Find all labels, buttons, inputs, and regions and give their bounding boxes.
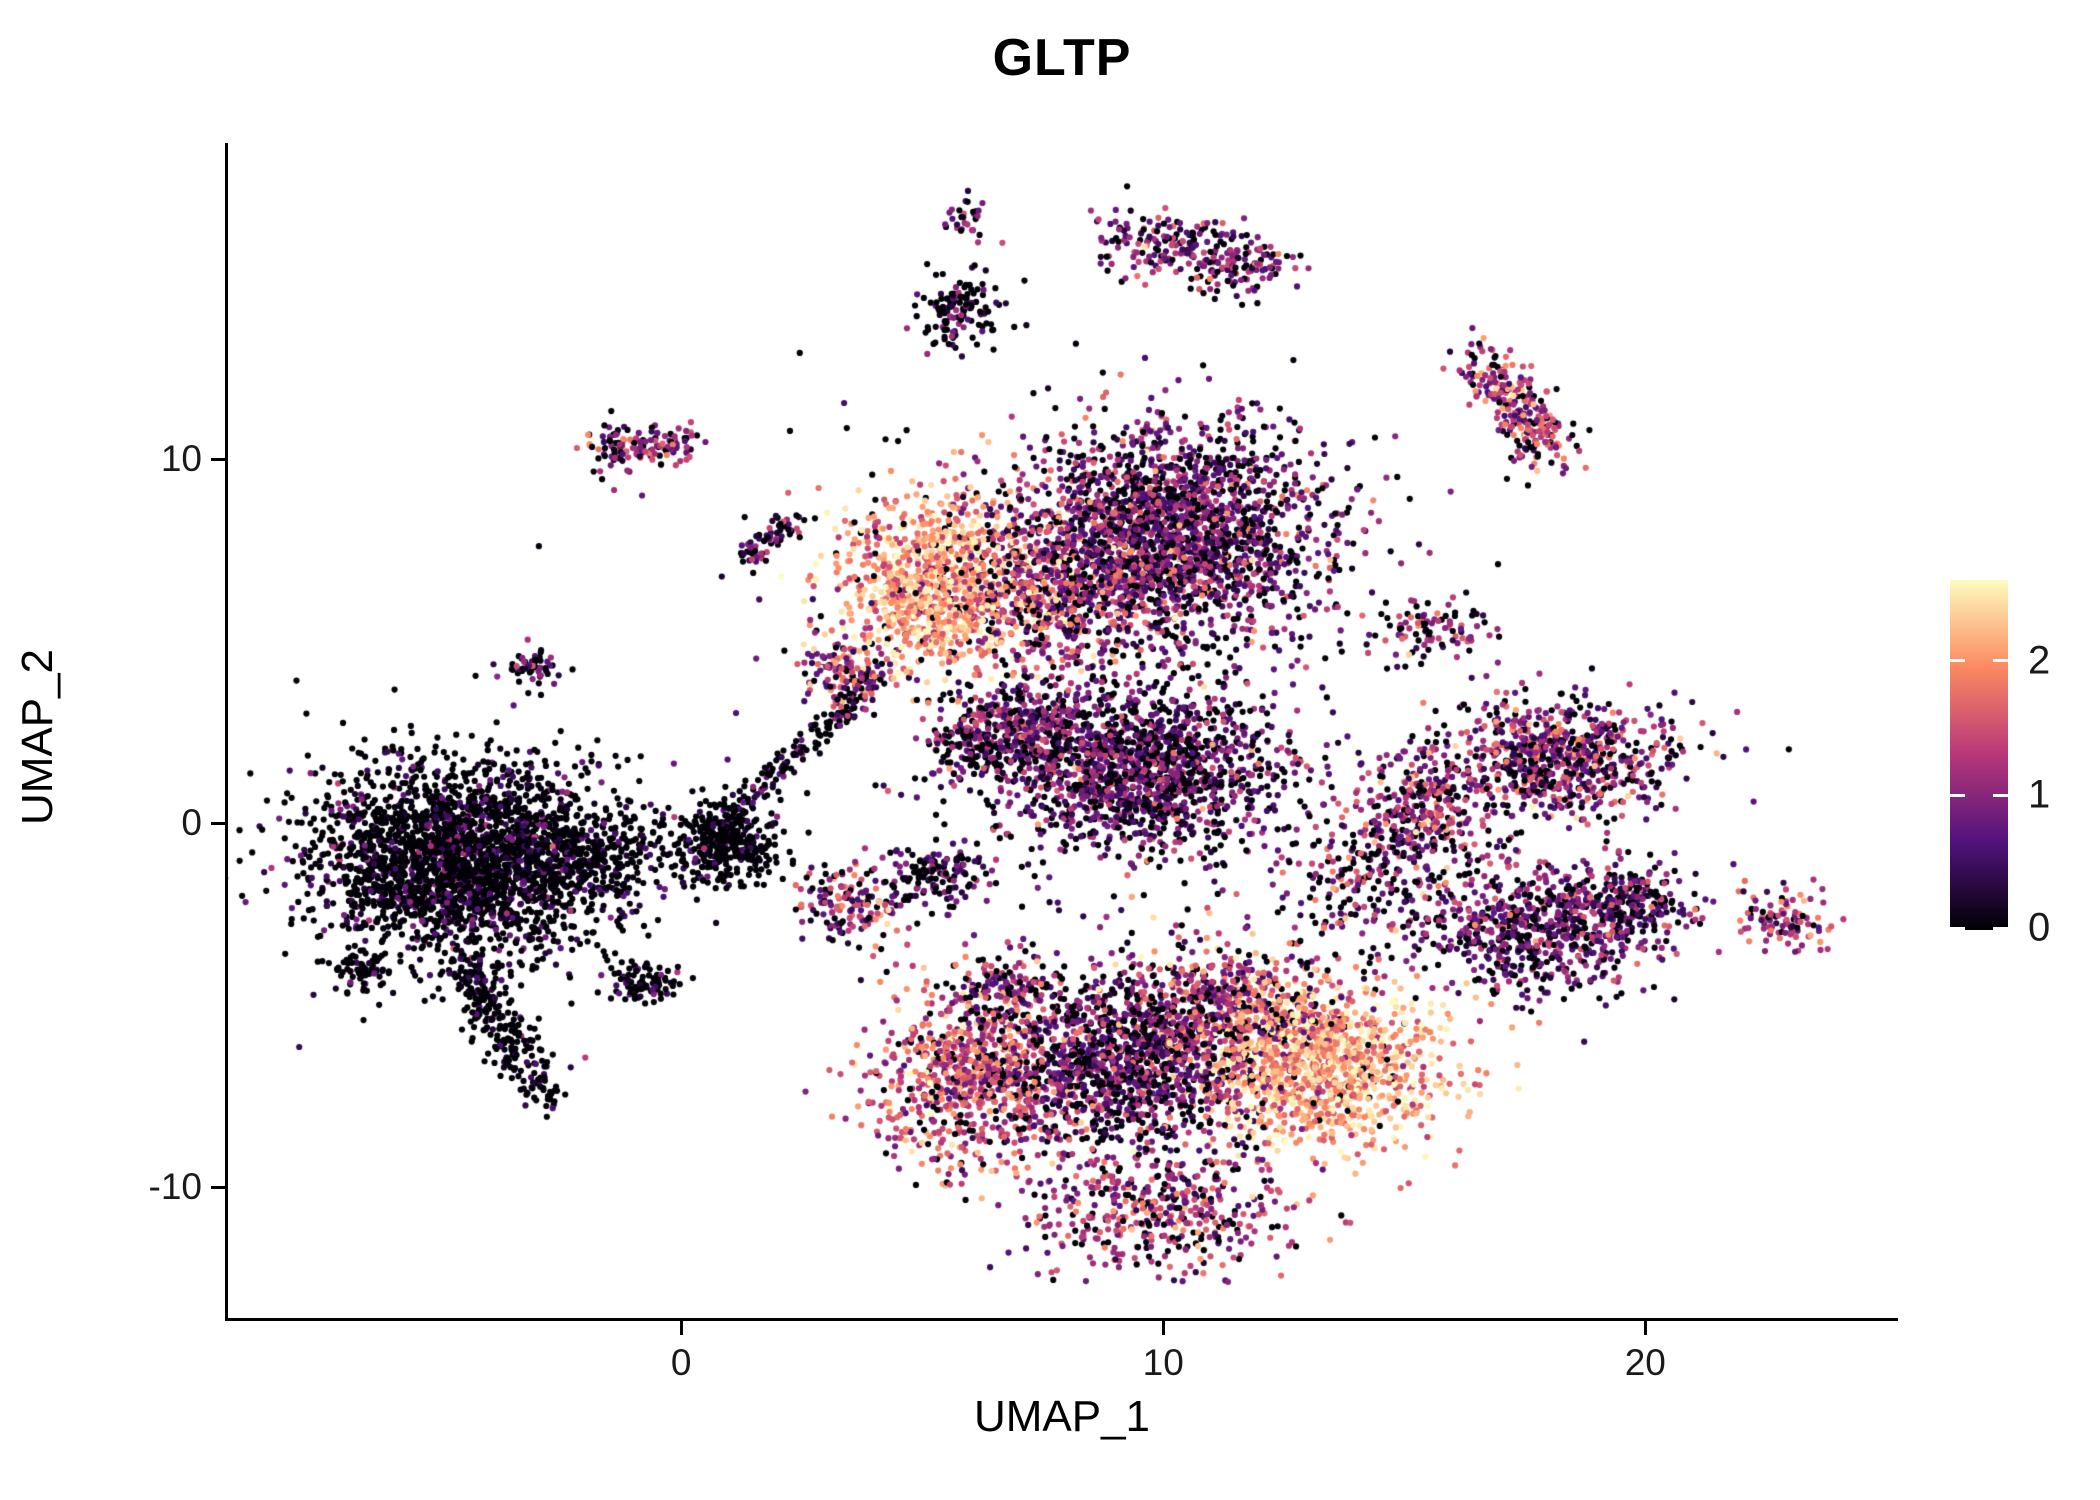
- y-tick-label: 0: [181, 802, 202, 844]
- x-axis-label: UMAP_1: [973, 1392, 1151, 1441]
- colorbar-tick-notch-right: [1993, 793, 2008, 797]
- colorbar-tick-notch-left: [1950, 926, 1965, 930]
- y-tick-mark: [211, 457, 225, 461]
- x-tick-label: 10: [1142, 1342, 1184, 1383]
- colorbar-tick-notch-left: [1950, 793, 1965, 797]
- x-tick-label: 20: [1624, 1342, 1666, 1383]
- x-tick-label: 0: [670, 1342, 692, 1383]
- colorbar-tick-label: 1: [2028, 772, 2051, 817]
- y-tick-label: 10: [160, 438, 202, 480]
- y-tick-label: -10: [148, 1166, 202, 1208]
- y-axis-line: [225, 143, 228, 1321]
- colorbar-tick-notch-right: [1993, 659, 2008, 663]
- x-axis-line: [225, 1318, 1898, 1321]
- y-axis-label: UMAP_2: [13, 648, 62, 826]
- colorbar-tick-label: 0: [2028, 905, 2051, 950]
- colorbar-tick-notch-right: [1993, 926, 2008, 930]
- colorbar-tick-notch-left: [1950, 659, 1965, 663]
- x-tick-mark: [1643, 1321, 1647, 1335]
- y-tick-mark: [211, 821, 225, 825]
- colorbar-tick-label: 2: [2028, 638, 2051, 683]
- plot-title: GLTP: [992, 29, 1132, 87]
- x-tick-mark: [679, 1321, 683, 1335]
- x-tick-mark: [1161, 1321, 1165, 1335]
- colorbar-gradient: [1950, 580, 2008, 930]
- y-tick-mark: [211, 1185, 225, 1189]
